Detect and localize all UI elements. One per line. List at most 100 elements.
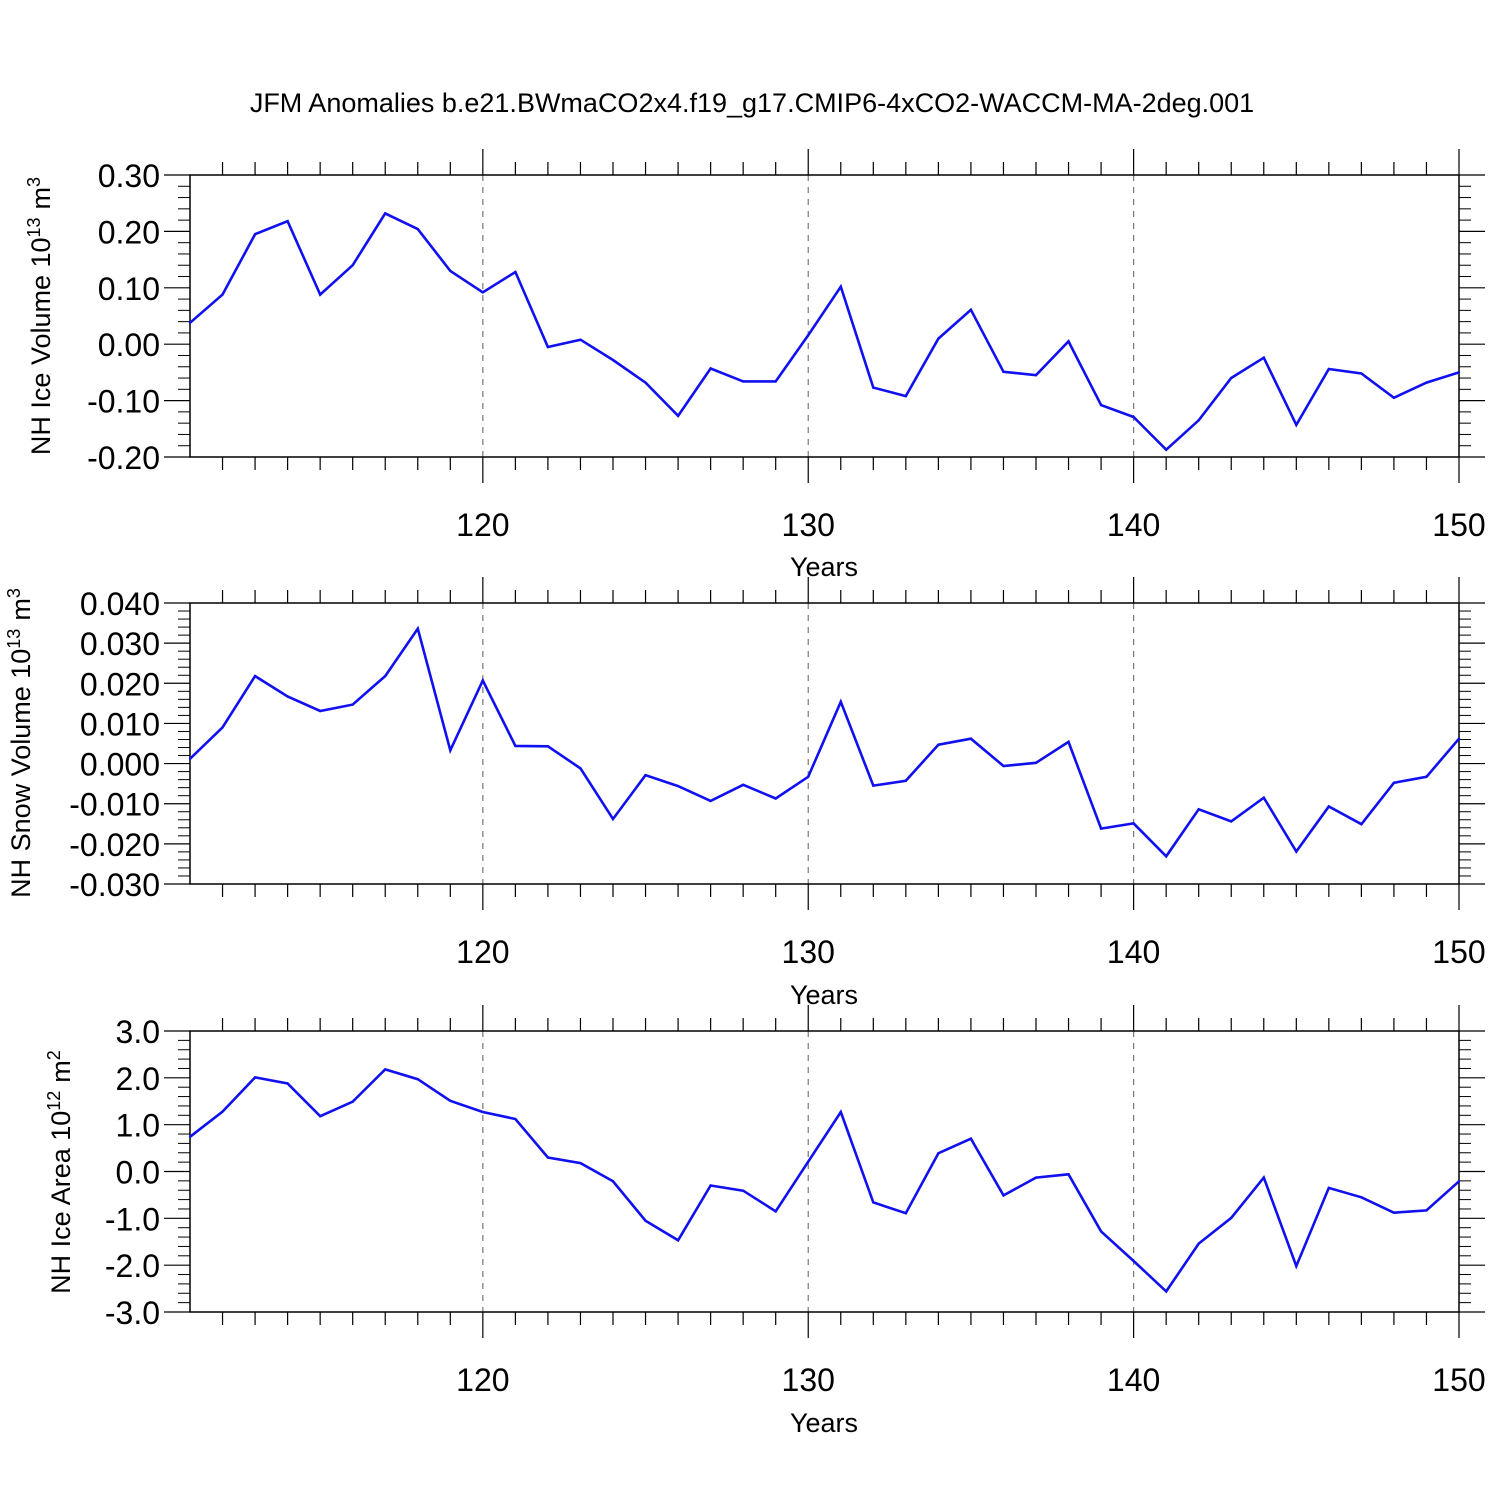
data-point — [514, 744, 517, 748]
data-point — [253, 1076, 257, 1079]
data-point — [1034, 1176, 1038, 1179]
data-point — [318, 293, 322, 296]
data-point — [449, 749, 452, 752]
data-point — [1197, 419, 1200, 422]
data-point — [644, 774, 647, 777]
plot-frame — [189, 174, 1460, 458]
data-point — [611, 1180, 615, 1183]
panel-3: -3.0 -2.0 -1.0 0.0 1.0 2.0 3.0 120 130 140 150 Year… — [44, 1005, 1486, 1438]
data-point — [481, 1110, 485, 1114]
data-point — [318, 1115, 322, 1118]
data-point — [579, 767, 582, 770]
data-point — [286, 220, 289, 223]
x-tick-label: 140 — [1107, 934, 1160, 970]
data-point — [1099, 1230, 1103, 1233]
data-point — [188, 321, 192, 324]
data-point — [286, 695, 289, 698]
data-point — [676, 784, 680, 788]
data-point — [1099, 827, 1103, 830]
x-tick-label: 140 — [1107, 507, 1160, 543]
data-point — [872, 784, 875, 787]
data-point — [546, 345, 550, 349]
data-point — [741, 1189, 745, 1192]
x-tick-label: 140 — [1107, 1362, 1160, 1398]
data-point — [774, 1210, 777, 1213]
y-tick-label: 0.00 — [98, 327, 160, 363]
data-point — [221, 1110, 224, 1113]
data-point — [1002, 370, 1005, 374]
y-axis-label: NH Ice Area 1012 m2 — [44, 1050, 76, 1294]
data-point — [579, 338, 582, 341]
data-point — [351, 703, 354, 706]
data-point — [1132, 1259, 1135, 1263]
y-tick-label: 0.30 — [98, 158, 160, 194]
y-axis-label-unit-exponent: 3 — [24, 177, 44, 187]
data-point — [1360, 372, 1363, 375]
data-point — [937, 743, 940, 746]
y-tick-label: -0.010 — [69, 787, 160, 823]
data-point — [741, 380, 745, 383]
y-tick-label: -3.0 — [105, 1295, 160, 1331]
data-point — [1230, 1216, 1233, 1220]
data-point — [1262, 356, 1265, 359]
data-point — [384, 674, 387, 678]
data-point — [807, 333, 810, 337]
y-axis-label-unit: m — [46, 1060, 76, 1083]
y-axis-label-unit-exponent: 2 — [44, 1050, 64, 1060]
data-point — [937, 1152, 940, 1155]
data-point — [611, 817, 615, 821]
data-point — [1067, 740, 1070, 744]
data-point — [188, 757, 192, 760]
data-point — [676, 1239, 680, 1242]
data-point — [384, 212, 387, 215]
y-axis-label-exponent: 12 — [44, 1091, 64, 1111]
data-point — [579, 1161, 582, 1165]
x-tick-label: 120 — [456, 934, 509, 970]
data-point — [904, 394, 908, 398]
x-tick-label: 150 — [1432, 507, 1485, 543]
data-point — [1327, 805, 1331, 808]
data-point — [1360, 1196, 1363, 1199]
data-point — [644, 1219, 647, 1222]
y-tick-label: 3.0 — [116, 1014, 160, 1050]
x-tick-label: 150 — [1432, 1362, 1485, 1398]
data-point — [1425, 381, 1428, 384]
data-point — [1295, 1264, 1298, 1268]
data-point — [1132, 822, 1135, 825]
data-point — [1457, 371, 1461, 374]
data-point — [1295, 423, 1298, 427]
data-point — [839, 1110, 842, 1114]
data-point — [546, 745, 550, 748]
y-axis-label-main: NH Ice Volume 10 — [26, 237, 56, 455]
y-tick-label: -0.020 — [69, 827, 160, 863]
series-line — [189, 625, 1460, 859]
y-tick-label: 0.040 — [80, 586, 160, 622]
data-point — [514, 270, 517, 274]
y-axis-label-unit-exponent: 3 — [4, 588, 24, 598]
panel-2: -0.030 -0.020 -0.010 0.000 0.010 0.020 0.030 0.… — [4, 577, 1486, 1010]
data-point — [449, 1099, 452, 1102]
data-point — [416, 227, 419, 231]
y-axis-label-unit: m — [26, 187, 56, 210]
data-point — [384, 1068, 387, 1071]
data-point — [774, 380, 777, 383]
data-point — [969, 308, 973, 311]
y-axis-label-exponent: 13 — [4, 629, 24, 649]
data-point — [774, 797, 777, 800]
y-tick-label: -0.030 — [69, 867, 160, 903]
y-tick-label: -0.20 — [87, 440, 160, 476]
data-point — [1392, 781, 1396, 785]
data-point — [1392, 1211, 1396, 1214]
data-point — [1067, 340, 1070, 343]
data-point — [937, 337, 940, 340]
y-axis-label: NH Ice Volume 1013 m3 — [24, 177, 56, 455]
x-tick-label: 130 — [782, 507, 835, 543]
y-tick-label: 0.10 — [98, 271, 160, 307]
y-tick-label: 0.000 — [80, 747, 160, 783]
data-point — [709, 1184, 712, 1187]
data-point — [1392, 396, 1396, 399]
data-point — [872, 1201, 875, 1204]
data-point — [1164, 855, 1168, 858]
x-tick-label: 130 — [782, 1362, 835, 1398]
